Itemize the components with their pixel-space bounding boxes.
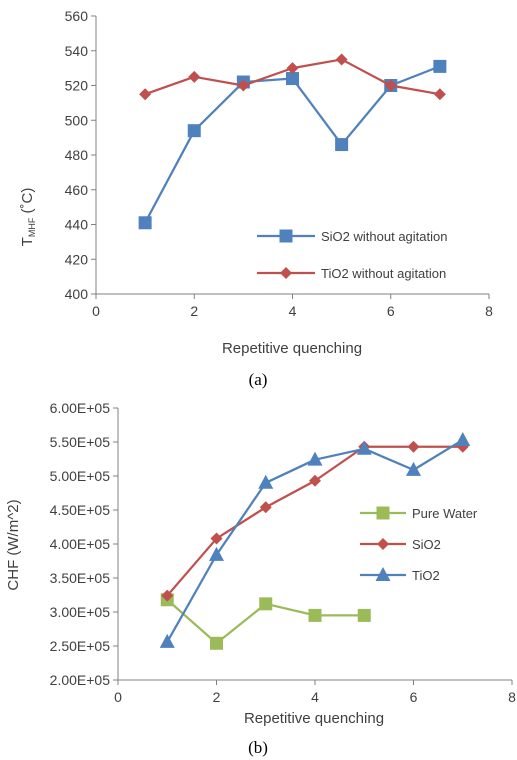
chart-b-y-tick-label: 2.00E+05 <box>50 672 111 688</box>
chart-a-y-tick-label: 540 <box>65 43 89 59</box>
chart-b-data-point <box>259 501 272 514</box>
chart-b-x-tick-label: 6 <box>410 689 418 705</box>
chart-a-y-tick-label: 520 <box>65 78 89 94</box>
chart-a-data-point <box>139 88 152 101</box>
chart-a-x-tick-label: 0 <box>92 303 100 319</box>
chart-b-y-axis-label: CHF (W/m^2) <box>5 499 22 590</box>
chart-b-data-point <box>209 546 224 561</box>
chart-a-data-point <box>188 70 201 83</box>
chart-b-legend-label: TiO2 <box>412 568 440 583</box>
chart-a-y-tick-label: 420 <box>65 251 89 267</box>
chart-b-legend-marker <box>376 506 390 520</box>
chart-b-y-tick-label: 5.00E+05 <box>50 468 111 484</box>
chart-b-data-point <box>406 461 421 476</box>
chart-a-y-tick-label: 440 <box>65 217 89 233</box>
chart-b-x-tick-label: 0 <box>114 689 122 705</box>
chart-a-y-tick-label: 560 <box>65 8 89 24</box>
chart-a-y-tick-label: 480 <box>65 147 89 163</box>
chart-b-data-point <box>308 608 322 622</box>
chart-a-data-point <box>335 53 348 66</box>
chart-a: 400 420 440 460 480 500 520 540 560 0 2 4 6 8 Repetit… <box>19 8 493 389</box>
chart-b-data-point <box>357 608 371 622</box>
chart-b-x-tick-label: 8 <box>508 689 516 705</box>
chart-b-data-point <box>259 597 273 611</box>
chart-a-legend: SiO2 without agitation TiO2 without agita… <box>257 229 447 281</box>
chart-b-data-point <box>210 636 223 650</box>
chart-b-legend-label: SiO2 <box>412 537 441 552</box>
chart-a-legend-marker <box>280 267 292 279</box>
chart-a-data-point <box>433 88 446 101</box>
chart-b-data-point <box>210 532 223 545</box>
chart-b-x-tick-label: 2 <box>213 689 221 705</box>
chart-a-y-tick-label: 400 <box>65 286 89 302</box>
chart-b: 2.00E+05 2.50E+05 3.00E+05 3.50E+05 4.00E+05… <box>5 400 516 757</box>
chart-b-data-point <box>161 589 174 602</box>
chart-a-data-point <box>138 216 152 230</box>
chart-b-data-point <box>455 431 471 446</box>
chart-b-legend: Pure Water SiO2 TiO2 <box>360 506 478 583</box>
chart-a-legend-label: SiO2 without agitation <box>321 229 447 244</box>
chart-b-data-point <box>307 451 323 466</box>
chart-a-y-tick-label: 460 <box>65 182 89 198</box>
chart-a-data-point <box>286 72 299 86</box>
chart-a-data-point <box>335 138 349 152</box>
chart-b-y-tick-label: 6.00E+05 <box>50 400 111 416</box>
chart-a-y-axis-label: TMHF (˚C) <box>19 188 37 247</box>
chart-a-legend-marker <box>279 229 293 243</box>
chart-a-data-point <box>187 124 201 138</box>
chart-b-y-tick-label: 5.50E+05 <box>50 434 111 450</box>
chart-b-x-tick-label: 4 <box>311 689 319 705</box>
chart-b-data-point <box>159 633 175 648</box>
chart-a-x-tick-label: 4 <box>289 303 297 319</box>
chart-b-y-tick-label: 4.00E+05 <box>50 536 111 552</box>
chart-a-y-tick-label: 500 <box>65 112 89 128</box>
chart-a-data-point <box>286 62 299 75</box>
chart-a-data-point <box>433 59 447 73</box>
chart-a-legend-label: TiO2 without agitation <box>321 266 446 281</box>
chart-a-data-point <box>237 79 250 92</box>
chart-b-data-point <box>309 474 321 487</box>
chart-a-caption: (a) <box>249 370 268 389</box>
chart-b-y-tick-label: 2.50E+05 <box>50 638 111 654</box>
chart-b-legend-marker <box>377 538 389 550</box>
chart-a-x-tick-label: 8 <box>485 303 493 319</box>
chart-a-x-tick-label: 6 <box>387 303 395 319</box>
chart-b-data-point <box>356 440 372 455</box>
chart-b-caption: (b) <box>248 738 268 757</box>
chart-b-legend-label: Pure Water <box>412 506 478 521</box>
chart-b-y-tick-label: 3.00E+05 <box>50 604 111 620</box>
chart-b-data-point <box>258 474 274 489</box>
chart-b-legend-marker <box>375 567 391 581</box>
chart-b-y-tick-label: 3.50E+05 <box>50 570 111 586</box>
chart-a-x-tick-label: 2 <box>190 303 198 319</box>
chart-a-x-axis-label: Repetitive quenching <box>222 340 362 357</box>
chart-b-x-axis-label: Repetitive quenching <box>244 710 384 727</box>
chart-a-data-point <box>384 79 397 92</box>
chart-b-data-point <box>407 440 420 453</box>
chart-b-y-tick-label: 4.50E+05 <box>50 502 111 518</box>
